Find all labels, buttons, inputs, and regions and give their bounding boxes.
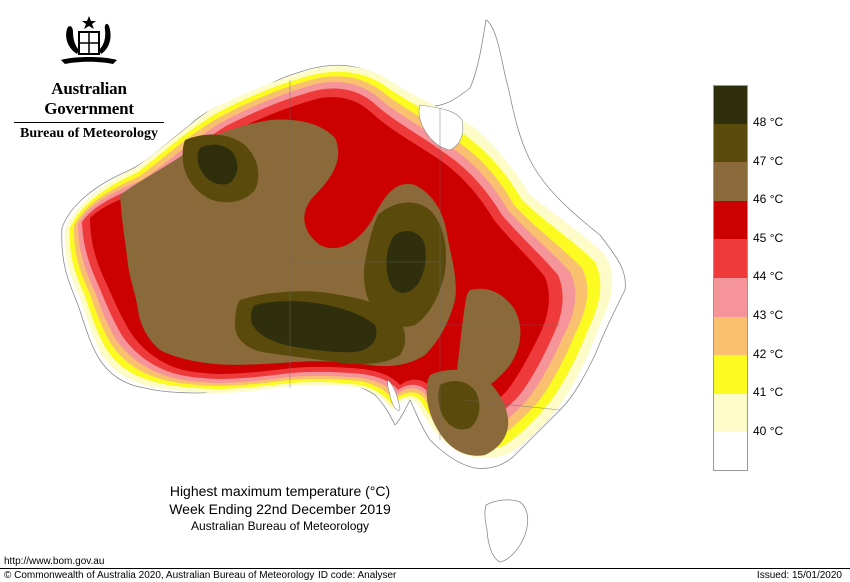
legend-label: 40 °C xyxy=(753,424,783,438)
legend-unit: °C xyxy=(769,153,784,168)
legend-label: 45 °C xyxy=(753,231,783,245)
legend-label: 41 °C xyxy=(753,385,783,399)
legend-swatch xyxy=(713,239,748,278)
id-code-text: ID code: Analyser xyxy=(318,570,397,581)
legend-swatch xyxy=(713,393,748,433)
legend-value: 48 xyxy=(753,115,767,129)
legend-swatch xyxy=(713,162,748,201)
band-46-east xyxy=(457,288,521,392)
band-47-se xyxy=(438,380,480,430)
legend-value: 44 xyxy=(753,269,767,284)
legend-row: 40 °C xyxy=(713,393,803,438)
legend-value: 42 xyxy=(753,346,767,361)
legend-swatch xyxy=(713,432,748,471)
coat-of-arms-icon xyxy=(61,16,117,64)
legend-row: 45 °C xyxy=(713,200,803,245)
legend-unit: °C xyxy=(769,307,784,322)
band-48-south xyxy=(251,301,377,353)
logo-divider xyxy=(14,122,164,123)
tasmania-outline xyxy=(484,499,529,563)
legend-label: 43 °C xyxy=(753,308,783,322)
spencer-gulf xyxy=(387,379,401,411)
legend-row: 44 °C xyxy=(713,239,803,283)
legend-label: 47 °C xyxy=(753,154,783,168)
legend-swatch xyxy=(713,316,748,356)
legend-unit: °C xyxy=(769,423,784,438)
legend-unit: °C xyxy=(769,346,784,361)
legend-value: 46 xyxy=(753,192,767,207)
website-link[interactable]: http://www.bom.gov.au xyxy=(4,556,105,567)
legend-value: 41 xyxy=(753,385,767,400)
legend-unit: °C xyxy=(769,192,784,207)
government-name: Australian Government xyxy=(44,79,134,118)
state-borders xyxy=(289,80,561,440)
temperature-legend: 48 °C 47 °C 46 °C 45 °C 44 °C 43 °C 42 °C 41 °C… xyxy=(713,85,803,471)
band-48-north xyxy=(197,144,238,185)
map-title: Highest maximum temperature (°C) xyxy=(169,483,391,499)
legend-row: 48 °C xyxy=(713,85,803,129)
legend-row: 41 °C xyxy=(713,355,803,399)
legend-value: 47 xyxy=(753,153,767,168)
legend-row: 43 °C xyxy=(713,277,803,322)
gulf-carpentaria xyxy=(418,104,464,151)
legend-row: 47 °C xyxy=(713,123,803,168)
legend-value: 40 xyxy=(753,423,767,438)
legend-label: 44 °C xyxy=(753,269,783,283)
legend-unit: °C xyxy=(769,269,784,284)
copyright-text: © Commonwealth of Australia 2020, Austra… xyxy=(4,570,315,581)
legend-swatch xyxy=(713,355,748,394)
legend-swatch xyxy=(713,200,748,240)
legend-unit: °C xyxy=(769,385,784,400)
map-title-block: Highest maximum temperature (°C) Week En… xyxy=(130,483,430,533)
bureau-name: Bureau of Meteorology xyxy=(20,126,158,141)
government-logo: Australian Government Bureau of Meteorol… xyxy=(14,14,164,142)
map-source: Australian Bureau of Meteorology xyxy=(190,519,370,533)
legend-row xyxy=(713,432,803,471)
legend-value: 43 xyxy=(753,307,767,322)
legend-swatch xyxy=(713,277,748,317)
legend-row: 42 °C xyxy=(713,316,803,361)
legend-label: 46 °C xyxy=(753,192,783,206)
legend-swatch xyxy=(713,123,748,163)
legend-unit: °C xyxy=(769,115,784,129)
legend-label: 48 °C xyxy=(753,115,783,129)
legend-swatch xyxy=(713,85,748,124)
legend-label: 42 °C xyxy=(753,347,783,361)
legend-value: 45 xyxy=(753,230,767,245)
footer-divider xyxy=(0,568,850,569)
legend-unit: °C xyxy=(769,230,784,245)
issued-date: Issued: 15/01/2020 xyxy=(756,570,842,581)
map-period: Week Ending 22nd December 2019 xyxy=(169,501,391,517)
legend-row: 46 °C xyxy=(713,162,803,206)
